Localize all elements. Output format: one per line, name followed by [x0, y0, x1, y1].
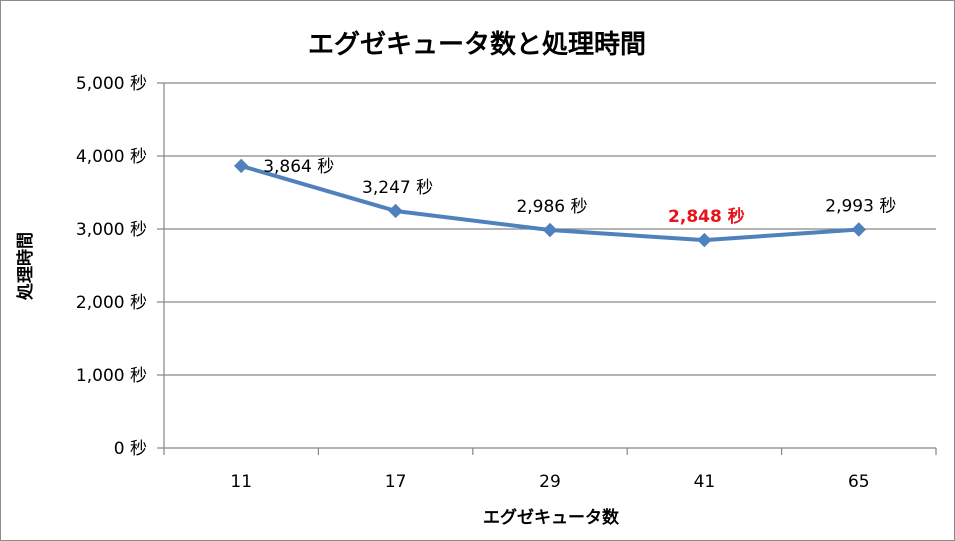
x-axis-title: エグゼキュータ数 — [483, 507, 620, 528]
data-label: 3,247 秒 — [362, 178, 433, 198]
chart-title: エグゼキュータ数と処理時間 — [308, 30, 646, 60]
data-label: 3,864 秒 — [263, 157, 334, 177]
data-labels: 3,864 秒 3,247 秒 2,986 秒 2,848 秒 2,993 秒 — [263, 157, 896, 227]
x-tick-label: 29 — [539, 472, 561, 492]
data-label: 2,986 秒 — [516, 197, 587, 217]
data-point-marker — [851, 222, 867, 237]
data-point-marker — [233, 158, 249, 174]
y-tick-label: 5,000 秒 — [76, 74, 147, 94]
data-label: 2,993 秒 — [825, 197, 896, 217]
data-label: 2,848 秒 — [668, 206, 745, 227]
x-tick-label: 17 — [385, 472, 407, 492]
x-tick-label: 11 — [230, 472, 252, 492]
series-layer — [233, 158, 867, 248]
y-axis-title: 処理時間 — [15, 232, 36, 301]
axes: 0 秒 1,000 秒 2,000 秒 3,000 秒 4,000 秒 5,000 秒 11… — [76, 74, 937, 492]
y-tick-label: 1,000 秒 — [76, 366, 147, 386]
x-tick-label: 41 — [694, 472, 716, 492]
y-tick-label: 4,000 秒 — [76, 147, 147, 167]
data-point-marker — [697, 232, 712, 248]
data-point-marker — [542, 222, 558, 238]
data-point-marker — [388, 203, 403, 219]
x-tick-label: 65 — [848, 472, 870, 492]
y-tick-label: 3,000 秒 — [76, 220, 147, 240]
y-tick-label: 0 秒 — [114, 439, 147, 459]
y-tick-label: 2,000 秒 — [76, 293, 147, 313]
